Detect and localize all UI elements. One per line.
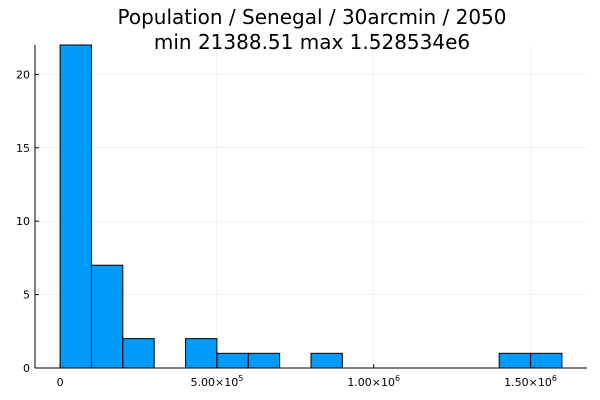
- histogram-bar: [122, 338, 155, 369]
- histogram-bar: [247, 352, 281, 369]
- axes: [34, 45, 587, 369]
- x-tick-label: 1.50×106: [504, 374, 557, 389]
- histogram-bar: [185, 338, 218, 369]
- histogram-bar: [530, 352, 563, 369]
- chart-title: Population / Senegal / 30arcmin / 2050: [117, 5, 506, 29]
- y-tick-label: 15: [16, 142, 30, 155]
- x-tick-label: 0: [57, 376, 64, 389]
- chart-subtitle: min 21388.51 max 1.528534e6: [154, 30, 470, 54]
- tick-labels: 0 5 10 15 20 0 5.00×105 1.00×106 1.50×106: [16, 68, 557, 389]
- y-tick-label: 0: [23, 362, 30, 375]
- histogram-bars: [59, 44, 563, 369]
- y-tick-label: 10: [16, 215, 30, 228]
- histogram-bar: [90, 264, 124, 369]
- x-tick-label: 5.00×105: [191, 374, 244, 389]
- histogram-bar: [216, 352, 249, 369]
- histogram-bar: [498, 352, 532, 369]
- histogram-bar: [310, 352, 343, 369]
- histogram-bar: [59, 44, 92, 369]
- y-tick-label: 5: [23, 289, 30, 302]
- x-tick-label: 1.00×106: [347, 374, 400, 389]
- y-tick-label: 20: [16, 68, 30, 81]
